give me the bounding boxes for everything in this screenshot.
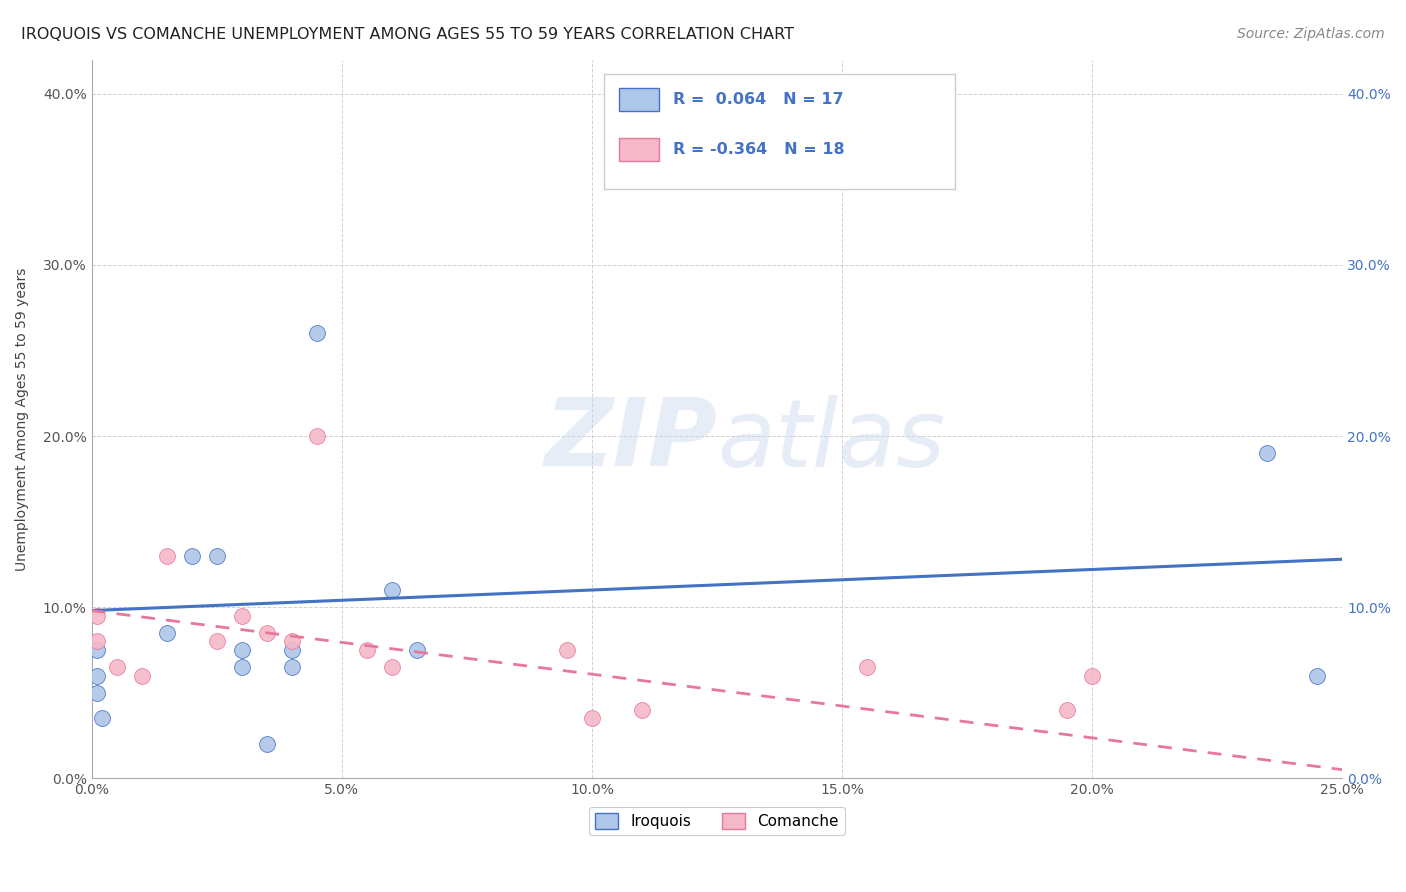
Point — [86, 668, 108, 682]
Point — [231, 660, 253, 674]
Text: R = -0.364   N = 18: R = -0.364 N = 18 — [673, 142, 845, 157]
Point — [1081, 668, 1104, 682]
Point — [86, 634, 108, 648]
Text: Source: ZipAtlas.com: Source: ZipAtlas.com — [1237, 27, 1385, 41]
Point — [381, 660, 404, 674]
FancyBboxPatch shape — [620, 138, 659, 161]
Y-axis label: Unemployment Among Ages 55 to 59 years: Unemployment Among Ages 55 to 59 years — [15, 268, 30, 571]
Point — [86, 643, 108, 657]
Point — [305, 326, 328, 341]
Point — [1056, 703, 1078, 717]
Point — [280, 634, 302, 648]
Point — [405, 643, 427, 657]
Point — [256, 625, 278, 640]
Point — [856, 660, 879, 674]
Point — [1306, 668, 1329, 682]
Point — [90, 711, 112, 725]
Text: ZIP: ZIP — [544, 394, 717, 486]
Point — [156, 625, 179, 640]
Point — [356, 643, 378, 657]
Point — [231, 643, 253, 657]
Point — [105, 660, 128, 674]
Point — [86, 686, 108, 700]
FancyBboxPatch shape — [605, 74, 955, 189]
Legend: Iroquois, Comanche: Iroquois, Comanche — [589, 807, 845, 835]
Point — [581, 711, 603, 725]
Point — [205, 634, 228, 648]
Text: atlas: atlas — [717, 395, 945, 486]
Point — [231, 608, 253, 623]
Point — [1256, 446, 1278, 460]
Point — [280, 643, 302, 657]
Point — [555, 643, 578, 657]
Point — [256, 737, 278, 751]
Point — [180, 549, 202, 563]
Point — [631, 703, 654, 717]
Text: IROQUOIS VS COMANCHE UNEMPLOYMENT AMONG AGES 55 TO 59 YEARS CORRELATION CHART: IROQUOIS VS COMANCHE UNEMPLOYMENT AMONG … — [21, 27, 794, 42]
Point — [305, 429, 328, 443]
Point — [86, 608, 108, 623]
Point — [156, 549, 179, 563]
FancyBboxPatch shape — [620, 87, 659, 111]
Point — [381, 582, 404, 597]
Text: R =  0.064   N = 17: R = 0.064 N = 17 — [673, 92, 844, 107]
Point — [131, 668, 153, 682]
Point — [280, 660, 302, 674]
Point — [205, 549, 228, 563]
